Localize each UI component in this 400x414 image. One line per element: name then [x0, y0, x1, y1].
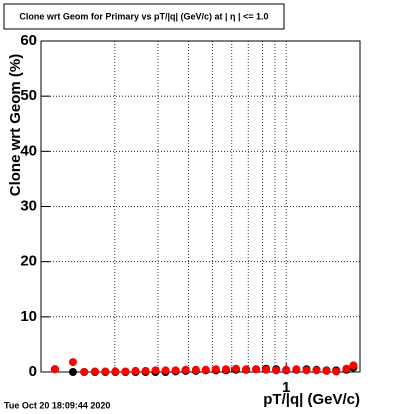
data-point — [80, 368, 89, 376]
timestamp: Tue Oct 20 18:09:44 2020 — [4, 400, 110, 410]
data-point — [191, 365, 200, 374]
data-point — [282, 365, 291, 374]
data-point — [211, 365, 220, 374]
y-tick-label: 30 — [20, 197, 37, 214]
y-tick-label: 0 — [29, 363, 37, 380]
y-tick-label: 20 — [20, 253, 37, 270]
data-point — [161, 366, 170, 375]
x-axis-label: pT/|q| (GeV/c) — [263, 391, 360, 408]
data-point — [171, 366, 180, 375]
y-tick-label: 60 — [20, 32, 37, 49]
data-point — [201, 365, 210, 374]
data-point — [262, 365, 271, 374]
data-point — [151, 366, 160, 375]
data-point — [322, 366, 331, 375]
data-point — [50, 365, 59, 374]
data-point — [332, 367, 341, 376]
y-tick-label: 10 — [20, 308, 37, 325]
data-point — [68, 368, 77, 376]
y-tick-label: 50 — [20, 87, 37, 104]
data-point — [221, 365, 230, 374]
data-point — [272, 366, 281, 375]
data-point — [101, 367, 110, 376]
data-point — [342, 364, 351, 373]
title-box — [3, 3, 285, 30]
data-point — [68, 358, 77, 367]
chart-title: Clone wrt Geom for Primary vs pT/|q| (Ge… — [19, 11, 268, 21]
x-tick-label: 1 — [282, 379, 290, 396]
data-point — [181, 365, 190, 374]
data-point — [292, 365, 301, 374]
data-point — [141, 366, 150, 375]
y-axis-label: Clone wrt Geom (%) — [7, 54, 24, 197]
data-point — [131, 366, 140, 375]
data-point — [242, 365, 251, 374]
y-tick-label: 40 — [20, 142, 37, 159]
data-point — [349, 361, 358, 370]
data-point — [312, 366, 321, 375]
data-point — [231, 364, 240, 373]
data-point — [121, 367, 130, 376]
data-point — [302, 366, 311, 375]
data-point — [90, 367, 99, 376]
data-point — [252, 365, 261, 374]
data-point — [111, 367, 120, 376]
